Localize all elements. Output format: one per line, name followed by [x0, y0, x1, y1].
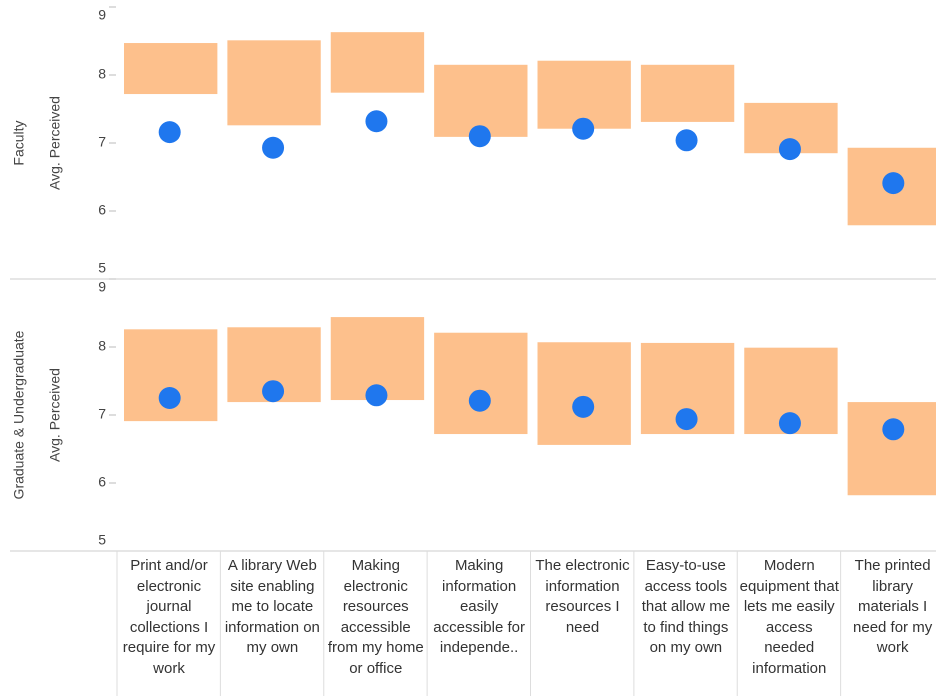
y-tick-label: 5 — [98, 260, 106, 276]
x-tick-label: Modern equipment that lets me easily acc… — [739, 557, 839, 677]
perceived-dot — [365, 384, 388, 407]
perceived-dot — [778, 138, 801, 161]
x-tick-label: Print and/or electronic journal collecti… — [122, 557, 216, 677]
perceived-dot — [262, 136, 285, 159]
perceived-dot — [882, 172, 905, 195]
range-box — [640, 64, 735, 122]
perceived-dot — [675, 408, 698, 431]
range-box — [434, 332, 528, 435]
perceived-dot — [882, 418, 905, 441]
range-box — [124, 43, 218, 95]
x-tick-label: The electronic information resources I n… — [535, 557, 630, 636]
perceived-dot — [572, 395, 595, 418]
x-tick-label: Easy-to-use access tools that allow me t… — [641, 557, 731, 656]
x-tick-label: The printed library materials I need for… — [853, 557, 933, 656]
row-label: Faculty — [11, 120, 27, 165]
x-tick-label: Making information easily accessible for… — [433, 557, 525, 656]
range-box — [847, 402, 936, 496]
perceived-dot — [572, 117, 595, 140]
y-tick-label: 5 — [98, 532, 106, 548]
perceived-dot — [468, 389, 491, 412]
range-box — [537, 60, 631, 129]
perceived-dot — [778, 412, 801, 435]
y-tick-label: 7 — [98, 406, 106, 422]
y-tick-label: 6 — [98, 474, 106, 490]
y-axis-label: Avg. Perceived — [47, 96, 63, 190]
perceived-dot — [468, 125, 491, 148]
x-tick-label: Making electronic resources accessible f… — [327, 557, 424, 677]
perceived-dot — [675, 129, 698, 152]
y-tick-label: 7 — [98, 134, 106, 150]
range-box — [434, 64, 528, 137]
range-box — [537, 342, 631, 445]
row-label: Graduate & Undergraduate — [11, 330, 27, 499]
y-tick-label: 6 — [98, 202, 106, 218]
y-tick-label: 9 — [98, 279, 106, 295]
y-tick-label: 9 — [98, 7, 106, 23]
y-tick-label: 8 — [98, 338, 106, 354]
perceived-dot — [262, 380, 285, 403]
perceived-dot — [158, 387, 181, 409]
range-box — [227, 40, 321, 126]
perceived-dot — [158, 121, 181, 144]
y-tick-label: 8 — [98, 66, 106, 82]
range-box — [330, 32, 425, 93]
y-axis-label: Avg. Perceived — [47, 368, 63, 462]
perceived-dot — [365, 110, 388, 133]
x-tick-label: A library Web site enabling me to locate… — [224, 557, 320, 656]
